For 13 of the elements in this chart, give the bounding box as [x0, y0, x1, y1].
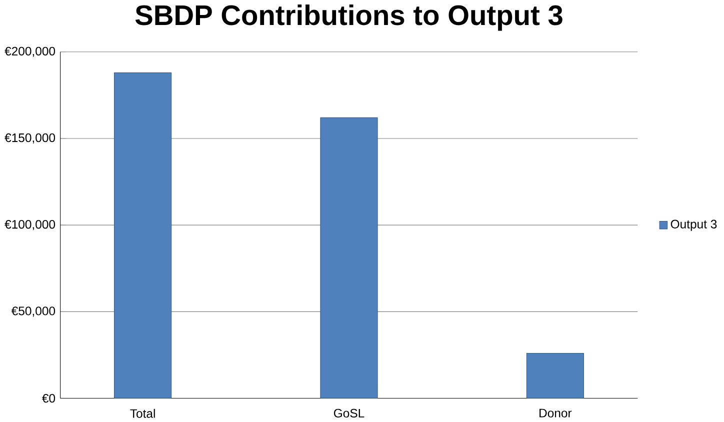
y-tick-label: €150,000 — [4, 133, 56, 144]
legend-label: Output 3 — [670, 220, 717, 231]
y-tick-label: €200,000 — [4, 46, 56, 57]
bar — [320, 117, 378, 398]
x-tick-label: Total — [130, 408, 155, 418]
y-tick-label: €50,000 — [11, 306, 56, 317]
chart-title: SBDP Contributions to Output 3 — [135, 4, 562, 31]
x-tick-label: GoSL — [334, 408, 364, 418]
bar — [526, 352, 584, 398]
y-tick-label: €0 — [42, 394, 56, 402]
y-tick-label: €100,000 — [4, 220, 56, 230]
bar — [114, 72, 172, 398]
x-tick-label: Donor — [540, 408, 572, 418]
